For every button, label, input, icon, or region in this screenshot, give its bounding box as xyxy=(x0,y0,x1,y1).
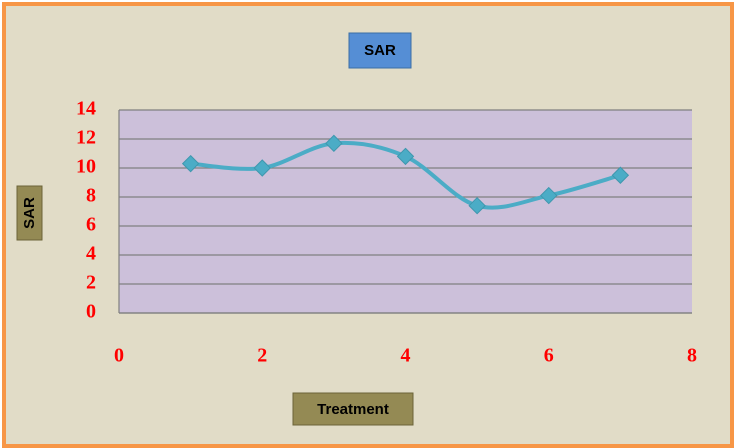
y-tick-label: 0 xyxy=(86,301,96,323)
data-point xyxy=(325,134,343,153)
y-tick-label: 4 xyxy=(86,243,96,265)
y-tick-label: 12 xyxy=(76,127,96,149)
plot-area xyxy=(119,110,692,313)
x-label-box xyxy=(292,392,414,426)
data-point xyxy=(253,159,271,177)
data-point xyxy=(181,154,200,173)
x-tick-label: 2 xyxy=(257,345,267,367)
y-tick-label: 14 xyxy=(76,98,96,120)
title-box xyxy=(348,32,412,69)
data-point xyxy=(396,147,415,166)
y-tick-label: 2 xyxy=(86,272,96,294)
y-tick-label: 8 xyxy=(86,185,96,207)
data-point xyxy=(540,186,558,205)
plot-layer: 0 2 4 6 8 10 12 14 0 2 4 6 8 xyxy=(76,98,697,367)
x-tick-label: 0 xyxy=(114,345,124,367)
x-tick-label: 4 xyxy=(401,345,411,367)
data-point xyxy=(611,166,630,184)
chart-title: SAR xyxy=(364,42,396,59)
y-axis-label: SAR xyxy=(21,197,38,229)
data-point xyxy=(468,196,486,215)
x-tick-label: 6 xyxy=(544,345,554,367)
y-tick-label: 6 xyxy=(86,214,96,236)
y-label-box xyxy=(16,185,43,241)
x-axis-label: Treatment xyxy=(317,401,389,418)
y-tick-label: 10 xyxy=(76,156,96,178)
x-tick-label: 8 xyxy=(687,345,697,367)
